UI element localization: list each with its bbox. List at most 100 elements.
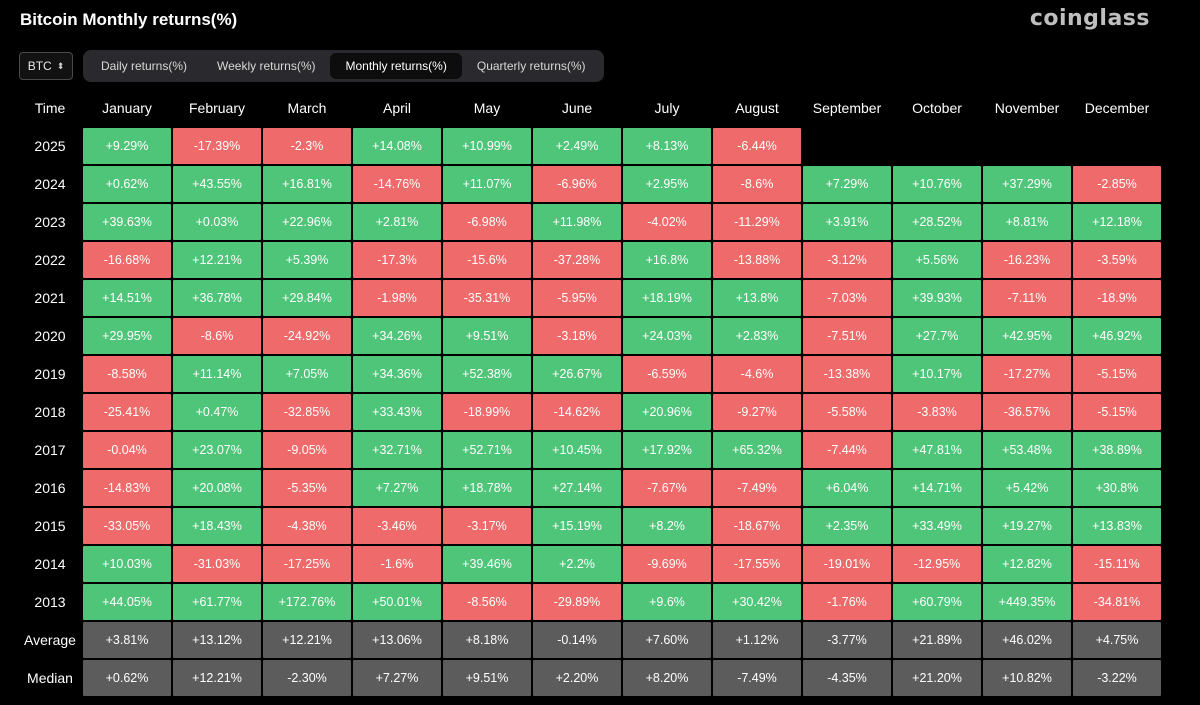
row-label-2018: 2018 — [34, 404, 66, 420]
tab-daily-returns[interactable]: Daily returns(%) — [101, 59, 188, 73]
tab-weekly-returns[interactable]: Weekly returns(%) — [217, 59, 316, 73]
return-cell-2014-january: +10.03% — [83, 546, 171, 582]
return-cell-2014-july: -9.69% — [623, 546, 711, 582]
return-cell-2014-november: +12.82% — [983, 546, 1071, 582]
return-cell-median-january: +0.62% — [83, 660, 171, 696]
return-cell-2021-october: +39.93% — [893, 280, 981, 316]
return-cell-average-september: -3.77% — [803, 622, 891, 658]
return-cell-2016-may: +18.78% — [443, 470, 531, 506]
return-cell-2018-july: +20.96% — [623, 394, 711, 430]
symbol-select-value: BTC — [27, 59, 52, 73]
return-cell-2021-may: -35.31% — [443, 280, 531, 316]
return-cell-2024-may: +11.07% — [443, 166, 531, 202]
return-cell-2025-june: +2.49% — [533, 128, 621, 164]
return-cell-2015-june: +15.19% — [533, 508, 621, 544]
return-cell-2016-july: -7.67% — [623, 470, 711, 506]
return-cell-2020-november: +42.95% — [983, 318, 1071, 354]
return-cell-median-may: +9.51% — [443, 660, 531, 696]
return-cell-2015-november: +19.27% — [983, 508, 1071, 544]
tab-quarterly-returns[interactable]: Quarterly returns(%) — [476, 59, 586, 73]
return-cell-average-august: +1.12% — [713, 622, 801, 658]
column-header-february: February — [188, 100, 246, 116]
return-cell-2013-july: +9.6% — [623, 584, 711, 620]
symbol-select[interactable]: BTC ⬍ — [19, 52, 73, 80]
column-header-october: October — [912, 100, 962, 116]
return-cell-2022-october: +5.56% — [893, 242, 981, 278]
return-cell-2025-january: +9.29% — [83, 128, 171, 164]
return-cell-2021-november: -7.11% — [983, 280, 1071, 316]
returns-period-tabs: Daily returns(%) Weekly returns(%) Month… — [83, 50, 604, 82]
return-cell-2023-november: +8.81% — [983, 204, 1071, 240]
return-cell-2016-february: +20.08% — [173, 470, 261, 506]
return-cell-2017-march: -9.05% — [263, 432, 351, 468]
return-cell-median-august: -7.49% — [713, 660, 801, 696]
return-cell-2024-september: +7.29% — [803, 166, 891, 202]
return-cell-2015-may: -3.17% — [443, 508, 531, 544]
return-cell-2019-may: +52.38% — [443, 356, 531, 392]
return-cell-2023-june: +11.98% — [533, 204, 621, 240]
return-cell-2013-november: +449.35% — [983, 584, 1071, 620]
return-cell-median-june: +2.20% — [533, 660, 621, 696]
return-cell-2015-february: +18.43% — [173, 508, 261, 544]
return-cell-2022-may: -15.6% — [443, 242, 531, 278]
return-cell-2024-november: +37.29% — [983, 166, 1071, 202]
return-cell-2019-january: -8.58% — [83, 356, 171, 392]
return-cell-2025-december — [1073, 128, 1161, 164]
return-cell-2017-january: -0.04% — [83, 432, 171, 468]
column-header-june: June — [561, 100, 593, 116]
return-cell-2020-october: +27.7% — [893, 318, 981, 354]
return-cell-2024-august: -8.6% — [713, 166, 801, 202]
return-cell-2019-august: -4.6% — [713, 356, 801, 392]
return-cell-2014-february: -31.03% — [173, 546, 261, 582]
column-header-time: Time — [34, 100, 66, 116]
return-cell-2023-december: +12.18% — [1073, 204, 1161, 240]
monthly-returns-heatmap: Time January February March April May June July… — [18, 89, 1162, 697]
brand-logo: coinglass — [1029, 6, 1150, 31]
tab-monthly-returns[interactable]: Monthly returns(%) — [330, 53, 462, 79]
return-cell-2016-august: -7.49% — [713, 470, 801, 506]
return-cell-2021-august: +13.8% — [713, 280, 801, 316]
row-label-2023: 2023 — [34, 214, 66, 230]
return-cell-average-april: +13.06% — [353, 622, 441, 658]
return-cell-median-july: +8.20% — [623, 660, 711, 696]
return-cell-2023-august: -11.29% — [713, 204, 801, 240]
return-cell-2019-november: -17.27% — [983, 356, 1071, 392]
return-cell-2017-september: -7.44% — [803, 432, 891, 468]
row-label-2021: 2021 — [34, 290, 66, 306]
return-cell-2022-september: -3.12% — [803, 242, 891, 278]
return-cell-2019-december: -5.15% — [1073, 356, 1161, 392]
return-cell-2013-april: +50.01% — [353, 584, 441, 620]
column-header-may: May — [473, 100, 501, 116]
return-cell-2021-january: +14.51% — [83, 280, 171, 316]
return-cell-2025-march: -2.3% — [263, 128, 351, 164]
return-cell-2013-september: -1.76% — [803, 584, 891, 620]
column-header-april: April — [382, 100, 411, 116]
return-cell-2021-march: +29.84% — [263, 280, 351, 316]
return-cell-2015-january: -33.05% — [83, 508, 171, 544]
return-cell-2015-march: -4.38% — [263, 508, 351, 544]
return-cell-2021-july: +18.19% — [623, 280, 711, 316]
return-cell-average-october: +21.89% — [893, 622, 981, 658]
return-cell-2023-october: +28.52% — [893, 204, 981, 240]
return-cell-2016-december: +30.8% — [1073, 470, 1161, 506]
return-cell-2015-december: +13.83% — [1073, 508, 1161, 544]
chevron-up-down-icon: ⬍ — [56, 60, 65, 71]
return-cell-2019-march: +7.05% — [263, 356, 351, 392]
return-cell-2013-february: +61.77% — [173, 584, 261, 620]
return-cell-average-january: +3.81% — [83, 622, 171, 658]
return-cell-2017-april: +32.71% — [353, 432, 441, 468]
return-cell-2014-march: -17.25% — [263, 546, 351, 582]
return-cell-2022-march: +5.39% — [263, 242, 351, 278]
return-cell-2018-september: -5.58% — [803, 394, 891, 430]
return-cell-2013-august: +30.42% — [713, 584, 801, 620]
return-cell-2024-january: +0.62% — [83, 166, 171, 202]
return-cell-2024-july: +2.95% — [623, 166, 711, 202]
column-header-september: September — [812, 100, 882, 116]
return-cell-2016-march: -5.35% — [263, 470, 351, 506]
return-cell-2015-october: +33.49% — [893, 508, 981, 544]
return-cell-2019-february: +11.14% — [173, 356, 261, 392]
return-cell-2025-may: +10.99% — [443, 128, 531, 164]
return-cell-2020-march: -24.92% — [263, 318, 351, 354]
return-cell-2013-october: +60.79% — [893, 584, 981, 620]
return-cell-2017-february: +23.07% — [173, 432, 261, 468]
